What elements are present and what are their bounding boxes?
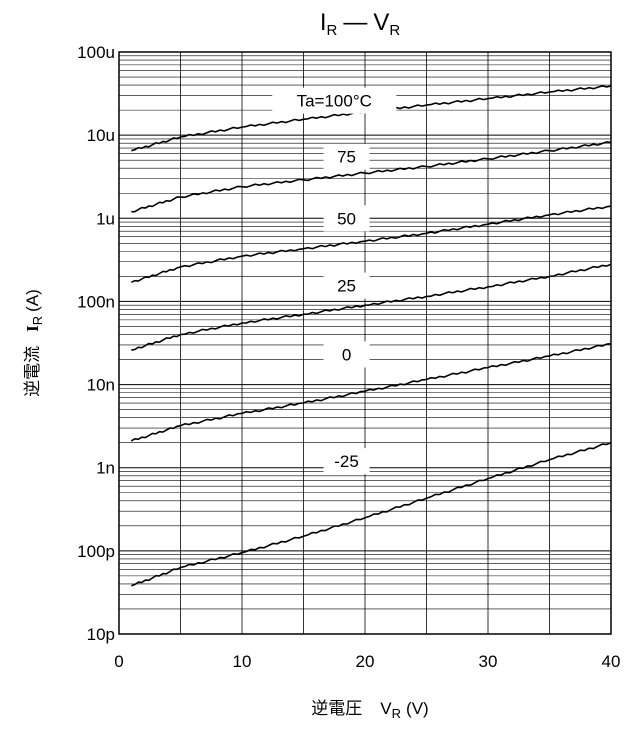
x-axis-title-unit: (V) [406,699,429,718]
y-tick-label: 10p [87,625,115,644]
chart-title: IR — VR [320,9,401,39]
y-tick-label: 100p [77,542,115,561]
x-axis-title-jp: 逆電圧 [311,699,362,719]
x-axis-title: 逆電圧 VR (V) [311,699,428,721]
curve-label: 0 [342,345,351,364]
curve-label-box [323,143,370,170]
curve-line [130,205,612,284]
curves [130,85,612,587]
x-axis-title-sub: R [392,706,401,721]
title-ir: I [320,9,327,36]
curve-label-box [323,341,370,368]
curve-label-box [323,448,370,475]
y-tick-label: 100n [77,292,115,311]
title-vr: V [373,9,389,36]
x-tick-label: 10 [233,652,252,671]
x-tick-label: 40 [602,652,621,671]
curve-label-box [323,205,370,232]
curve-label: 50 [337,209,356,228]
curve-label-box [323,272,370,299]
curve-line [131,263,612,351]
x-tick-label: 30 [479,652,498,671]
curve-label: 25 [337,277,356,296]
y-axis-title: 逆電流 IR (A) [23,289,45,397]
x-axis-title-v: V [380,699,392,718]
y-tick-label: 10n [87,376,115,395]
curve-line [130,342,612,442]
title-dash: — [343,9,367,36]
y-axis-title-i: I [23,325,42,332]
title-ir-sub: R [326,22,337,39]
y-tick-label: 100u [77,43,115,62]
curve-label: Ta=100°C [297,92,372,111]
title-vr-sub: R [389,22,400,39]
curve-label-box [272,87,397,114]
y-tick-label: 1n [96,459,115,478]
curve-labels: Ta=100°C 75 50 25 0 -25 [272,87,397,475]
curve-line [131,441,612,587]
tick-labels: 10p 100p 1n 10n 100n 1u 10u 100u 0 10 20 30 40 [77,43,620,671]
curve-label: -25 [334,452,359,471]
x-tick-label: 0 [114,652,123,671]
y-axis-title-sub: R [30,316,45,325]
plot-frame [118,51,612,635]
y-axis-title-jp: 逆電流 [23,346,43,397]
x-tick-label: 20 [356,652,375,671]
curve-line [131,141,612,213]
y-tick-label: 10u [87,126,115,145]
y-tick-label: 1u [96,209,115,228]
curve-label: 75 [337,148,356,167]
y-axis-title-unit: (A) [23,289,42,312]
